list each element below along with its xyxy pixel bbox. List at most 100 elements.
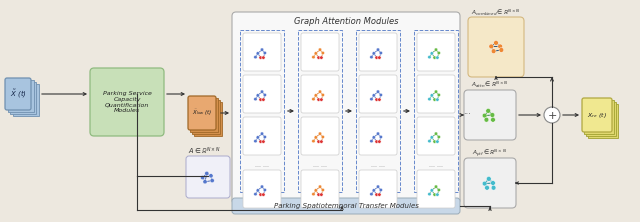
Circle shape [376,90,380,93]
Circle shape [312,139,315,143]
Circle shape [375,193,378,196]
FancyBboxPatch shape [582,98,612,132]
FancyBboxPatch shape [417,75,455,113]
Circle shape [428,192,431,196]
Circle shape [376,185,380,188]
Circle shape [435,132,438,135]
Circle shape [435,48,438,51]
Circle shape [376,132,380,135]
FancyBboxPatch shape [301,170,339,208]
Circle shape [318,185,322,188]
Bar [240,30,284,192]
Circle shape [259,140,262,143]
Circle shape [430,94,433,97]
Circle shape [436,193,439,196]
Circle shape [263,188,266,192]
Text: Parking Spatiotemporal Transfer Modules: Parking Spatiotemporal Transfer Modules [273,203,419,209]
FancyBboxPatch shape [188,96,216,130]
Circle shape [253,97,257,101]
FancyBboxPatch shape [90,68,164,136]
Circle shape [436,98,439,101]
Text: ... ...: ... ... [429,163,443,168]
Circle shape [262,98,265,101]
Circle shape [491,181,495,185]
Circle shape [321,51,324,55]
Circle shape [379,135,383,139]
Circle shape [317,193,320,196]
FancyBboxPatch shape [5,78,31,110]
Circle shape [314,136,317,139]
FancyBboxPatch shape [359,75,397,113]
FancyBboxPatch shape [232,12,460,204]
FancyBboxPatch shape [243,170,281,208]
Circle shape [544,107,560,123]
FancyBboxPatch shape [243,75,281,113]
Circle shape [484,185,490,190]
FancyBboxPatch shape [464,90,516,140]
Circle shape [317,56,320,59]
Circle shape [437,93,440,97]
Circle shape [260,48,264,51]
Text: $\tilde{X}_{low}$ (t): $\tilde{X}_{low}$ (t) [192,108,212,118]
Circle shape [428,97,431,101]
Circle shape [256,94,259,97]
Circle shape [375,56,378,59]
FancyBboxPatch shape [417,117,455,155]
Text: $\tilde{X}$ (t): $\tilde{X}$ (t) [10,88,26,100]
Bar [194,102,222,136]
FancyBboxPatch shape [468,17,524,77]
Text: $A_{attn} \in \mathbb{R}^{N\times N}$: $A_{attn} \in \mathbb{R}^{N\times N}$ [471,80,509,90]
Circle shape [314,52,317,55]
Circle shape [321,135,324,139]
Circle shape [492,49,496,54]
Circle shape [370,192,373,196]
Circle shape [433,56,436,59]
Circle shape [260,90,264,93]
Circle shape [378,140,381,143]
Circle shape [436,140,439,143]
Circle shape [435,90,438,93]
Text: ... ...: ... ... [313,163,327,168]
Circle shape [321,93,324,97]
Circle shape [437,135,440,139]
Circle shape [263,51,266,55]
Circle shape [318,132,322,135]
Circle shape [484,117,489,122]
Circle shape [320,193,323,196]
Circle shape [372,52,376,55]
Bar [584,100,614,134]
Bar [8,80,33,112]
Circle shape [312,97,315,101]
Circle shape [437,51,440,55]
Circle shape [314,94,317,97]
Circle shape [376,48,380,51]
Circle shape [256,136,259,139]
Text: Parking Service
Capacity
Quantification
Modules: Parking Service Capacity Quantification … [102,91,152,113]
Bar [586,102,616,136]
Circle shape [370,97,373,101]
Bar [10,82,36,114]
Circle shape [320,56,323,59]
Circle shape [486,176,491,181]
Circle shape [318,48,322,51]
Circle shape [320,140,323,143]
Circle shape [262,56,265,59]
Text: ... ...: ... ... [371,163,385,168]
Circle shape [491,185,496,190]
Circle shape [437,188,440,192]
Circle shape [370,139,373,143]
Circle shape [312,192,315,196]
FancyBboxPatch shape [417,33,455,71]
Circle shape [253,139,257,143]
FancyBboxPatch shape [464,158,516,208]
Text: $A_{combined} \in \mathbb{R}^{N\times N}$: $A_{combined} \in \mathbb{R}^{N\times N}… [471,8,521,18]
FancyBboxPatch shape [301,117,339,155]
Circle shape [209,174,213,178]
Circle shape [378,193,381,196]
Circle shape [259,98,262,101]
Circle shape [263,93,266,97]
Circle shape [486,109,491,113]
Bar [192,100,220,134]
Text: $A_{ptf} \in \mathbb{R}^{N\times N}$: $A_{ptf} \in \mathbb{R}^{N\times N}$ [472,147,508,159]
FancyBboxPatch shape [359,117,397,155]
